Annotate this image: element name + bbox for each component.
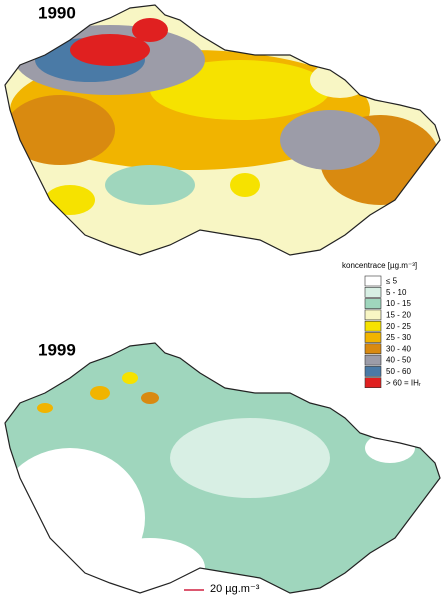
map-title: 1999 bbox=[38, 340, 76, 359]
legend-label: 50 - 60 bbox=[386, 367, 411, 376]
legend-swatch bbox=[364, 343, 382, 355]
legend-label: 30 - 40 bbox=[386, 344, 411, 353]
map-title: 1990 bbox=[38, 3, 76, 22]
legend: koncentrace [µg.m⁻³] ≤ 5 5 - 10 10 - 15 15 … bbox=[342, 261, 421, 389]
legend-swatch bbox=[364, 320, 382, 332]
legend-label: 40 - 50 bbox=[386, 356, 411, 365]
legend-label: 5 - 10 bbox=[386, 288, 407, 297]
legend-label: > 60 = IHᵣ bbox=[386, 378, 421, 387]
legend-swatch bbox=[364, 309, 382, 321]
legend-swatch bbox=[364, 286, 382, 298]
legend-swatch bbox=[364, 354, 382, 366]
legend-swatch bbox=[364, 332, 382, 343]
map-1990: 1990 bbox=[4, 3, 441, 256]
legend-label: ≤ 5 bbox=[386, 277, 398, 286]
legend-label: 20 - 25 bbox=[386, 322, 411, 331]
legend-swatch bbox=[364, 366, 382, 377]
legend-swatch bbox=[364, 377, 382, 389]
legend-swatch bbox=[364, 298, 382, 309]
legend-label: 25 - 30 bbox=[386, 333, 411, 342]
legend-label: 15 - 20 bbox=[386, 311, 411, 320]
concentration-fields bbox=[5, 18, 440, 252]
legend-title: koncentrace [µg.m⁻³] bbox=[342, 261, 417, 270]
scale-label: 20 µg.m⁻³ bbox=[210, 583, 260, 595]
legend-label: 10 - 15 bbox=[386, 299, 411, 308]
legend-swatch bbox=[364, 275, 382, 287]
